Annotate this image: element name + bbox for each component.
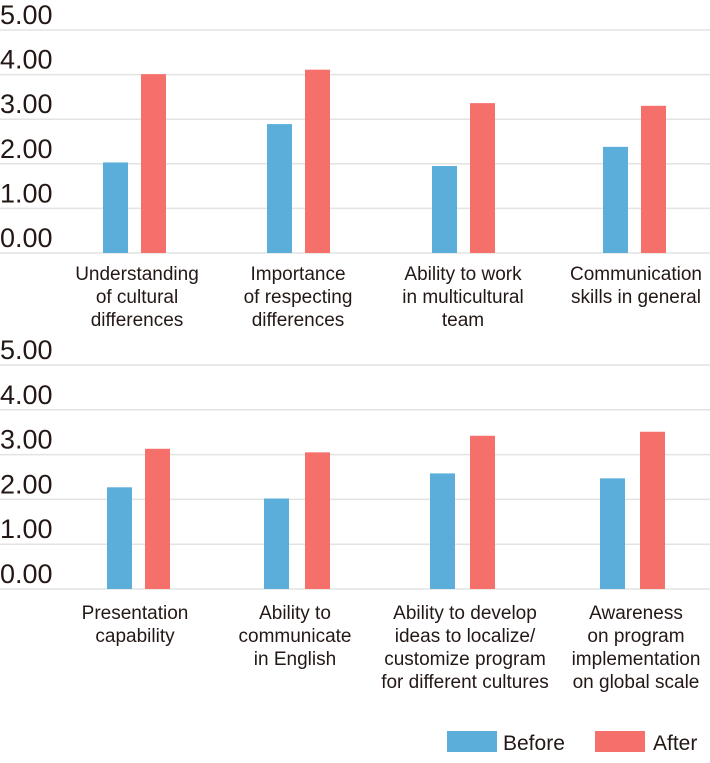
bar-before — [264, 498, 289, 589]
category-label: Understanding of cultural differences — [75, 264, 199, 331]
category-label-line: Importance — [250, 264, 345, 285]
y-tick-label: 1.00 — [0, 178, 53, 208]
legend-label-before: Before — [503, 732, 565, 755]
bar-after — [470, 103, 495, 253]
category-label-line: of cultural — [96, 287, 178, 308]
category-label-line: differences — [252, 310, 345, 331]
category-label-line: Understanding — [75, 264, 199, 285]
y-tick-label: 4.00 — [0, 45, 53, 75]
chart-panel-2: 0.00 1.00 2.00 3.00 4.00 5.00 Presentation capa… — [0, 335, 710, 693]
bar-after — [640, 431, 665, 589]
bar-after — [470, 435, 495, 589]
category-label-line: ideas to localize/ — [395, 626, 536, 647]
bar-after — [141, 74, 166, 254]
y-tick-label: 0.00 — [0, 559, 53, 589]
category-label-line: on global scale — [573, 672, 700, 693]
bar-before — [600, 478, 625, 589]
y-tick-label: 1.00 — [0, 514, 53, 544]
y-tick-label: 3.00 — [0, 89, 53, 119]
category-label: Importance of respecting differences — [244, 264, 353, 331]
category-label-line: team — [442, 310, 484, 331]
y-tick-label: 4.00 — [0, 380, 53, 410]
legend-swatch-after — [595, 731, 645, 752]
category-label-line: differences — [91, 310, 184, 331]
category-label: Presentation capability — [82, 603, 189, 647]
y-tick-label: 2.00 — [0, 469, 53, 499]
bar-before — [603, 146, 628, 253]
category-label-line: of respecting — [244, 287, 353, 308]
y-tick-label: 0.00 — [0, 223, 53, 253]
category-label-line: Presentation — [82, 603, 189, 624]
y-tick-label: 2.00 — [0, 134, 53, 164]
category-label-line: in English — [254, 649, 336, 670]
bar-after — [145, 448, 170, 589]
category-label: Communication skills in general — [570, 264, 702, 308]
category-label: Ability to work in multicultural team — [402, 264, 523, 331]
category-label-line: implementation — [572, 649, 701, 670]
y-tick-label: 5.00 — [0, 0, 53, 30]
bar-before — [107, 487, 132, 589]
category-label-line: communicate — [239, 626, 352, 647]
category-label: Ability to communicate in English — [239, 603, 352, 670]
category-label: Ability to develop ideas to localize/cust… — [381, 603, 549, 693]
bar-before — [432, 166, 457, 253]
category-label-line: in multicultural — [402, 287, 523, 308]
category-label-line: Awareness — [589, 603, 683, 624]
bar-after — [305, 69, 330, 253]
category-label: Awareness on program implementation on glob… — [572, 603, 701, 693]
bar-before — [103, 162, 128, 253]
legend: Before After — [447, 731, 697, 755]
category-label-line: Ability to develop — [393, 603, 537, 624]
bar-after — [641, 105, 666, 253]
bar-after — [305, 452, 330, 589]
y-tick-label: 3.00 — [0, 425, 53, 455]
category-label-line: Ability to — [259, 603, 331, 624]
category-label-line: Ability to work — [404, 264, 522, 285]
legend-swatch-before — [447, 731, 497, 752]
category-label-line: Communication — [570, 264, 702, 285]
bar-before — [267, 124, 292, 253]
category-label-line: skills in general — [571, 287, 701, 308]
bar-before — [430, 473, 455, 589]
category-label-line: capability — [95, 626, 175, 647]
legend-label-after: After — [653, 732, 697, 755]
category-label-line: on program — [587, 626, 684, 647]
category-label-line: customize program — [384, 649, 546, 670]
category-label-line: for different cultures — [381, 672, 549, 693]
y-tick-label: 5.00 — [0, 335, 53, 365]
